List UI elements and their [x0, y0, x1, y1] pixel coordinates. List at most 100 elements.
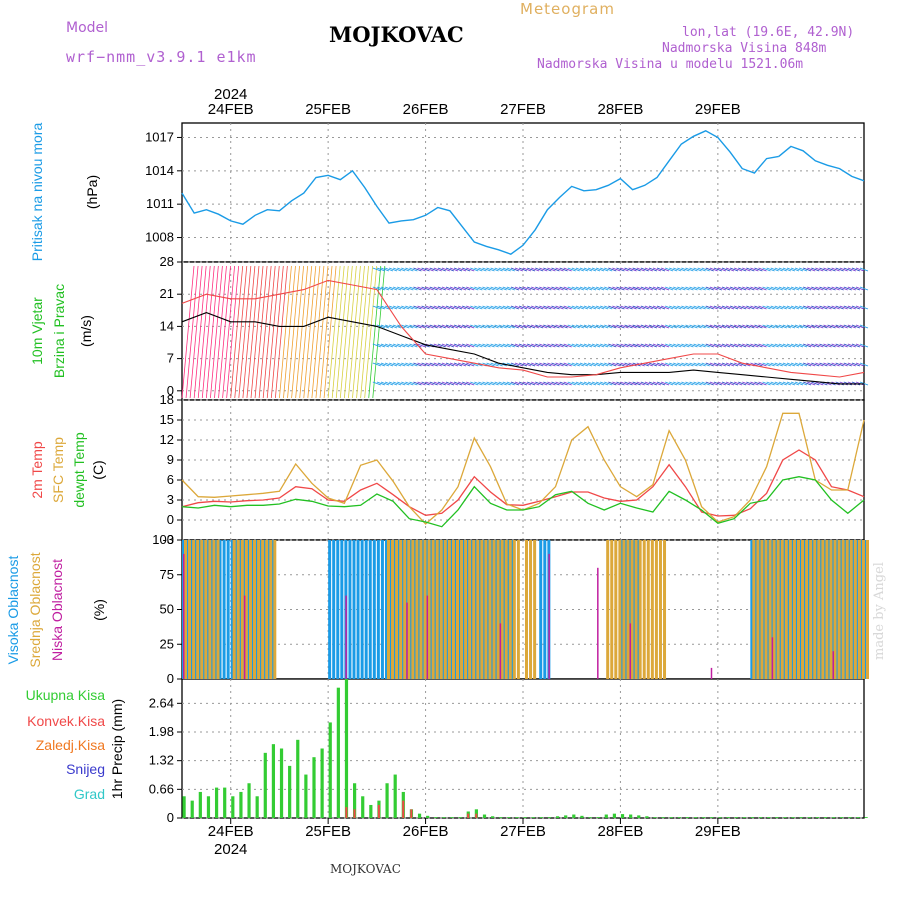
mid-cloud-bar	[415, 540, 419, 679]
top-date-label: 29FEB	[695, 101, 741, 118]
wind-barb	[555, 381, 564, 386]
total-precip-bar	[255, 796, 259, 818]
wind-barb	[632, 324, 641, 329]
panel-frame	[181, 122, 865, 263]
wind-barb	[478, 267, 487, 272]
wind-barb	[474, 267, 483, 272]
total-precip-bar	[507, 817, 511, 818]
wind-barb	[185, 265, 199, 399]
wind-barb	[685, 267, 694, 272]
bottom-date-label: 24FEB	[208, 823, 254, 840]
wind-barb	[401, 343, 410, 348]
low-cloud-bar	[597, 567, 599, 679]
mid-cloud-bar	[525, 540, 528, 679]
wind-barb	[258, 265, 272, 399]
wind-barb	[595, 362, 605, 367]
wind-barb	[502, 267, 511, 272]
mid-cloud-bar	[630, 540, 634, 679]
wind-barb	[429, 305, 438, 310]
wind-barb	[758, 324, 767, 329]
wind-barb	[859, 343, 869, 348]
wind-barb	[778, 362, 787, 367]
total-precip-bar	[775, 817, 779, 818]
mid-cloud-bar	[626, 540, 630, 679]
wind-barb	[591, 267, 601, 272]
wind-barb	[506, 267, 515, 272]
wind-barb	[717, 362, 727, 367]
high-cloud-bar	[360, 540, 364, 679]
footer-station-label: MOJKOVAC	[330, 862, 401, 876]
wind-barb	[490, 343, 499, 348]
wind-barb	[790, 267, 800, 272]
wind-barb	[750, 286, 759, 291]
wind-barb	[583, 343, 593, 348]
wind-barb	[421, 381, 430, 386]
panel-frame	[181, 678, 865, 819]
wind-barb	[531, 343, 540, 348]
wind-barb	[547, 362, 556, 367]
wind-barb	[571, 324, 580, 329]
wind-barb	[823, 343, 832, 348]
high-cloud-bar	[429, 540, 433, 679]
total-precip-bar	[239, 791, 243, 818]
wind-barb	[531, 286, 540, 291]
wind-barb	[494, 362, 503, 367]
wind-barb	[409, 286, 418, 291]
wind-barb	[827, 305, 836, 310]
wind-gust-line	[181, 279, 865, 378]
wind-barb	[437, 267, 446, 272]
wind-barb	[535, 324, 544, 329]
total-precip-bar	[320, 748, 324, 818]
wind-barb	[839, 267, 848, 272]
wind-barb	[746, 343, 755, 348]
high-cloud-bar	[847, 540, 851, 679]
wind-barb	[709, 343, 718, 348]
wind-barb	[453, 267, 463, 272]
y-tick-label: 21	[160, 286, 174, 301]
wind-barb	[429, 324, 438, 329]
high-cloud-bar	[376, 540, 380, 679]
high-cloud-bar	[819, 540, 823, 679]
wind-barb	[539, 362, 548, 367]
mid-cloud-bar	[269, 540, 273, 679]
wind-barb	[470, 362, 479, 367]
wind-barb	[506, 324, 515, 329]
mid-cloud-bar	[196, 540, 200, 679]
wind-barb	[839, 343, 848, 348]
wind-barb	[559, 362, 568, 367]
wind-barb	[815, 324, 824, 329]
high-cloud-bar	[234, 540, 238, 679]
high-cloud-bar	[766, 540, 770, 679]
mid-cloud-bar	[188, 540, 192, 679]
top-date-label: 26FEB	[403, 101, 449, 118]
wind-barb	[835, 324, 844, 329]
mid-cloud-bar	[772, 540, 776, 679]
wind-barb	[608, 362, 617, 367]
lonlat-label: lon,lat (19.6E, 42.9N)	[682, 25, 855, 40]
wind-barb	[449, 324, 459, 329]
wind-barb	[819, 305, 828, 310]
wind-barb	[855, 286, 865, 291]
total-precip-bar	[807, 817, 811, 818]
wind-barb	[697, 324, 706, 329]
wind-barb	[474, 286, 483, 291]
wind-barb	[600, 381, 609, 386]
wind-barb	[660, 305, 670, 310]
wind-barb	[624, 286, 633, 291]
mid-cloud-bar	[480, 540, 484, 679]
wind-barb	[348, 265, 361, 399]
wind-barb	[409, 343, 418, 348]
wind-barb	[421, 286, 430, 291]
wind-barb	[604, 286, 613, 291]
wind-barb	[234, 265, 248, 399]
wind-barb	[819, 267, 828, 272]
wind-barb	[762, 305, 771, 310]
wind-barb	[218, 265, 231, 399]
wind-barb	[591, 362, 601, 367]
wind-barb	[429, 286, 438, 291]
total-precip-bar	[304, 774, 308, 818]
y-tick-label: 9	[167, 452, 174, 467]
wind-barb	[660, 343, 670, 348]
mid-cloud-bar	[857, 540, 861, 679]
wind-barb	[510, 305, 520, 310]
